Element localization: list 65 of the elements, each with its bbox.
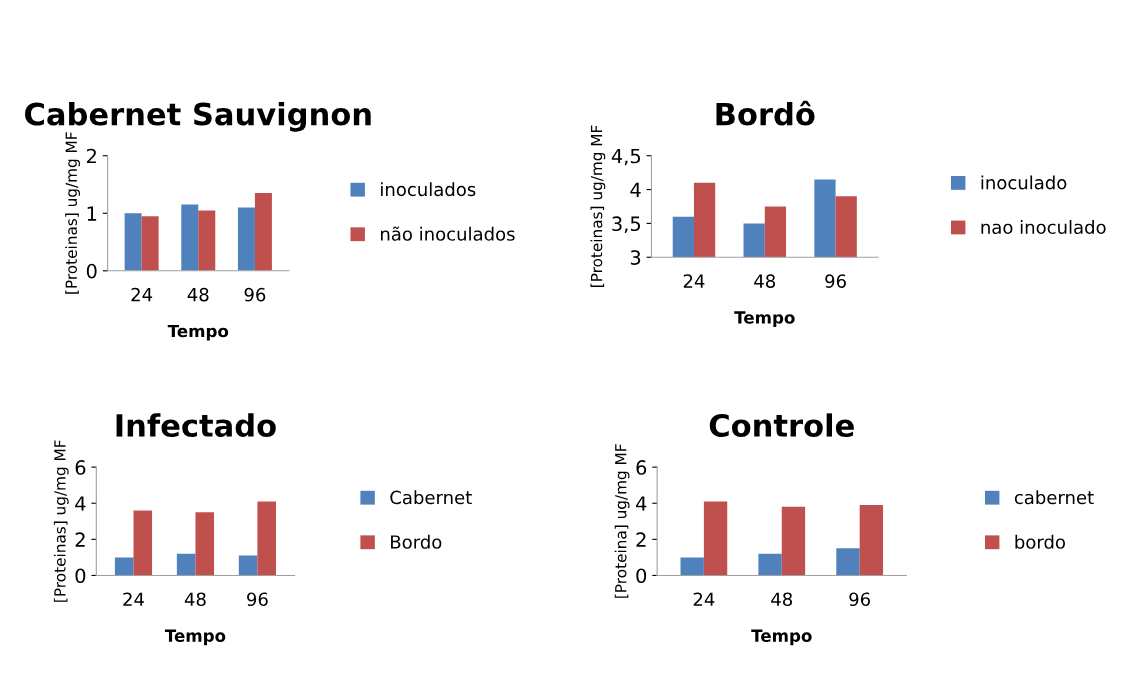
x-tick-label: 48 [754, 274, 776, 288]
legend-label: inoculado [981, 175, 1067, 190]
bar [124, 213, 142, 271]
x-tick-label: 96 [825, 274, 846, 288]
x-tick-label: 48 [187, 287, 209, 302]
y-axis-title: [Proteinas] ug/mg MF [590, 125, 606, 287]
y-tick-label: 3,5 [612, 216, 641, 234]
x-tick-label: 96 [247, 592, 268, 607]
x-axis-title: Tempo [734, 311, 795, 327]
y-tick-label: 0 [75, 568, 86, 584]
bar [181, 204, 199, 271]
bar [176, 553, 196, 576]
bar [859, 505, 884, 576]
x-tick-label: 24 [683, 274, 705, 288]
legend-label: cabernet [1014, 490, 1094, 505]
bar [133, 510, 153, 576]
y-tick-label: 4 [636, 496, 647, 511]
y-axis-title: [Proteina] ug/mg MF [614, 444, 630, 598]
bar [257, 501, 276, 576]
x-tick-label: 24 [123, 592, 144, 606]
chart-title: Cabernet Sauvignon [25, 101, 371, 132]
bar [195, 512, 215, 576]
legend-label: nao inoculado [981, 220, 1106, 234]
chart-title: Bordô [716, 100, 815, 126]
y-tick-label: 2 [636, 532, 646, 547]
y-tick-label: 4 [630, 182, 641, 197]
y-tick-label: 0 [86, 263, 97, 279]
y-tick-label: 3 [630, 250, 641, 265]
x-tick-label: 96 [244, 287, 266, 302]
bar [680, 557, 704, 576]
bar [758, 553, 782, 576]
bar [781, 506, 806, 576]
legend-label: Bordo [391, 534, 442, 549]
chart-title: Controle [709, 413, 854, 438]
x-axis-title: Tempo [751, 629, 812, 646]
legend-label: não inoculados [381, 226, 515, 241]
x-tick-label: 48 [771, 592, 793, 607]
x-tick-label: 48 [184, 592, 206, 607]
legend-label: inoculados [381, 182, 476, 197]
y-tick-label: 1 [87, 206, 97, 221]
y-tick-label: 4 [75, 496, 86, 511]
x-axis-title: Tempo [164, 629, 226, 646]
y-tick-label: 2 [75, 532, 85, 547]
y-tick-label: 6 [75, 460, 86, 475]
x-tick-label: 24 [131, 287, 153, 302]
bar [141, 216, 159, 271]
y-tick-label: 2 [86, 148, 96, 164]
x-axis-title: Tempo [167, 324, 229, 341]
y-axis-title: [Proteinas] ug/mg MF [65, 132, 80, 294]
bar [237, 207, 255, 271]
bar [254, 193, 272, 271]
y-tick-label: 6 [636, 460, 647, 475]
x-tick-label: 96 [849, 592, 871, 607]
bar [238, 555, 258, 576]
legend-label: Cabernet [390, 490, 472, 505]
y-tick-label: 4,5 [611, 148, 641, 166]
y-tick-label: 0 [636, 568, 647, 584]
chart-title: Infectado [116, 413, 276, 438]
bar [198, 210, 216, 271]
bar [114, 557, 134, 576]
bar [703, 501, 728, 576]
bar [836, 548, 860, 576]
legend-label: bordo [1015, 534, 1065, 549]
y-axis-title: [Proteinas] ug/mg MF [53, 440, 69, 602]
x-tick-label: 24 [693, 592, 715, 606]
